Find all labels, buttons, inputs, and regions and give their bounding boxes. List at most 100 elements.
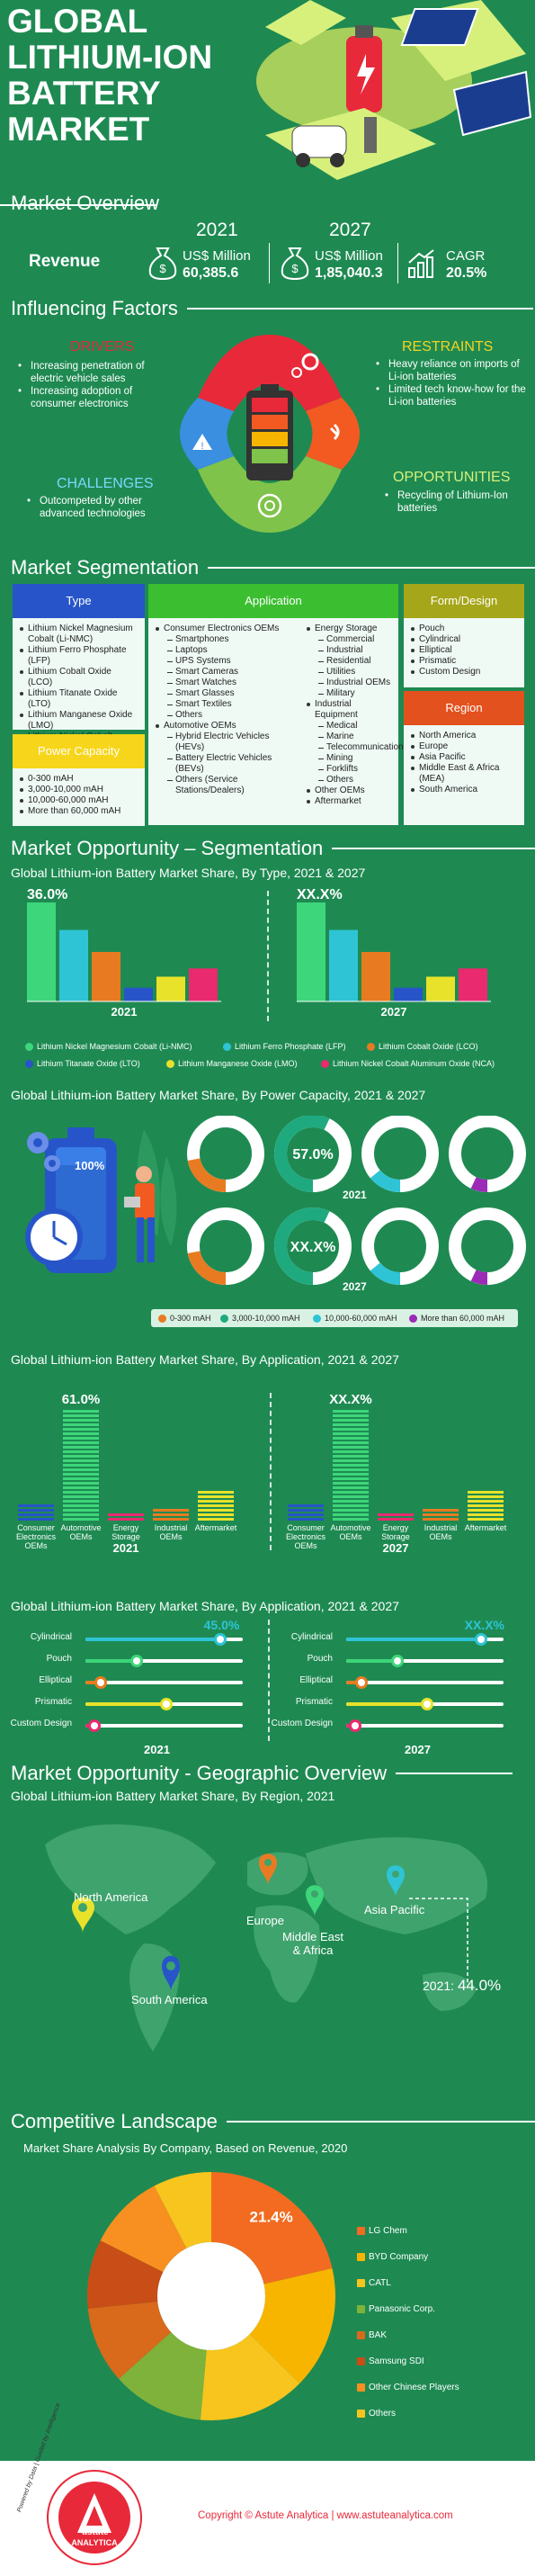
competitive-title: Competitive Landscape <box>11 2110 535 2133</box>
factors-title: Influencing Factors <box>11 297 533 320</box>
application-bar-stripe <box>333 1509 369 1512</box>
year-label: 2021 <box>343 1189 367 1201</box>
donut-segment <box>187 1207 264 1285</box>
year-2021: 2021 <box>196 220 238 240</box>
form-slider-fill <box>85 1681 101 1684</box>
battery-label: 100% <box>75 1159 105 1172</box>
title-underline <box>0 204 157 206</box>
list-item: Prismatic <box>411 656 517 667</box>
application-bar-stripe <box>63 1468 99 1471</box>
application-bar-stripe <box>108 1513 144 1516</box>
application-bar-stripe <box>153 1513 189 1516</box>
challenge-item: • Outcompeted by other advanced technolog… <box>27 496 146 519</box>
application-bar-stripe <box>333 1504 369 1507</box>
form-slider-track <box>85 1655 243 1667</box>
type-bar <box>92 952 120 1001</box>
company-slice <box>100 2186 187 2273</box>
application-bar-stripe <box>63 1464 99 1467</box>
application-bar-stripe <box>468 1518 504 1521</box>
unit-2027: US$ Million <box>315 248 383 264</box>
category-label: OEMs <box>159 1532 183 1541</box>
application-bar-stripe <box>423 1509 459 1512</box>
form-slider-fill <box>346 1702 427 1706</box>
form-slider-track <box>85 1633 243 1646</box>
page-title: GLOBAL LITHIUM-ION BATTERY MARKET <box>7 4 212 148</box>
legend-swatch <box>357 2253 365 2261</box>
svg-text:$: $ <box>291 262 299 275</box>
list-item: Commercial <box>307 634 396 645</box>
application-bar-stripe <box>468 1495 504 1498</box>
application-bar-stripe <box>333 1437 369 1440</box>
legend-swatch <box>313 1314 321 1323</box>
type-bar <box>156 976 185 1001</box>
category-label: Electronics <box>16 1532 57 1541</box>
list-item: Smart Cameras <box>156 667 294 678</box>
data-label: XX.X% <box>290 1240 336 1255</box>
copyright: Copyright © Astute Analytica | www.astut… <box>198 2510 453 2521</box>
category-label: OEMs <box>24 1541 48 1550</box>
axis-divider <box>268 1620 270 1741</box>
region-label: Asia Pacific <box>364 1903 425 1916</box>
application-bar-stripe <box>63 1482 99 1485</box>
legend-label: Other Chinese Players <box>369 2383 459 2392</box>
form-header-text: Form/Design <box>430 594 498 607</box>
list-item: Industrial Equipment <box>307 699 396 721</box>
logo-name-1: astute <box>82 2527 109 2537</box>
type-box: Type Lithium Nickel Magnesium Cobalt (Li… <box>13 584 145 752</box>
data-label: 21.4% <box>250 2209 293 2226</box>
form-slider-knob <box>87 1719 101 1732</box>
legend-swatch <box>357 2279 365 2287</box>
application-bar-stripe <box>333 1446 369 1449</box>
form-slider-knob <box>420 1698 433 1710</box>
legend-swatch <box>357 2383 365 2392</box>
application-bar-stripe <box>63 1477 99 1480</box>
form-slider-track <box>346 1655 504 1667</box>
application-header-text: Application <box>245 594 302 607</box>
year-label: 2027 <box>381 1005 407 1019</box>
type-chart-2021: 36.0% 2021 <box>27 887 221 1019</box>
list-item: Battery Electric Vehicles (BEVs) <box>156 753 294 775</box>
title-underline <box>332 848 535 849</box>
list-item: Custom Design <box>411 667 517 678</box>
company-slice <box>119 2331 207 2420</box>
factors-wheel: ! <box>180 335 360 533</box>
form-slider-knob <box>129 1655 143 1667</box>
category-label: Industrial <box>424 1523 458 1532</box>
region-label: South America <box>131 1993 208 2006</box>
application-bar-stripe <box>333 1482 369 1485</box>
legend-item: Lithium Manganese Oxide (LMO) <box>166 1059 298 1068</box>
list-item: Cylindrical <box>411 634 517 645</box>
ap-share: 2021: 44.0% <box>423 1977 501 1995</box>
application-list-1: Consumer Electronics OEMs Smartphones Lapt… <box>148 618 301 802</box>
legend-swatch <box>357 2305 365 2313</box>
list-item: Hybrid Electric Vehicles (HEVs) <box>156 732 294 753</box>
form-header: Form/Design <box>404 584 524 618</box>
power-chart-title: Global Lithium-ion Battery Market Share,… <box>11 1088 426 1102</box>
year-label: 2027 <box>405 1743 431 1756</box>
unit-2021: US$ Million <box>183 248 251 264</box>
form-slider-knob <box>94 1676 107 1689</box>
driver-text: Increasing adoption of consumer electron… <box>31 386 133 409</box>
legend-item: Lithium Titanate Oxide (LTO) <box>25 1059 140 1068</box>
form-slider-label: Pouch <box>46 1654 72 1664</box>
year-label: 2027 <box>343 1280 367 1293</box>
donut-segment <box>449 1116 526 1192</box>
year-label: 2027 <box>383 1541 409 1555</box>
restraints-list: • Heavy reliance on imports of Li-ion bat… <box>376 358 529 408</box>
list-item: Telecommunication <box>307 742 404 753</box>
drivers-title: DRIVERS <box>70 339 135 355</box>
list-item: Others <box>156 710 294 721</box>
region-label: Middle East & Africa <box>281 1930 344 1957</box>
legend-item: Others <box>357 2409 396 2419</box>
legend-label: Lithium Nickel Cobalt Aluminum Oxide (NC… <box>333 1059 495 1068</box>
application-box: Application Consumer Electronics OEMs Sma… <box>148 584 404 825</box>
category-label: Aftermarket <box>465 1523 507 1532</box>
category-label: OEMs <box>69 1532 93 1541</box>
application-bar-stripe <box>63 1455 99 1458</box>
form-slider-fill <box>346 1681 361 1684</box>
application-bar-stripe <box>63 1419 99 1422</box>
application-bar-stripe <box>63 1495 99 1498</box>
application-bar-stripe <box>63 1459 99 1462</box>
application-bar-stripe <box>423 1518 459 1521</box>
legend-label: LG Chem <box>369 2226 407 2236</box>
